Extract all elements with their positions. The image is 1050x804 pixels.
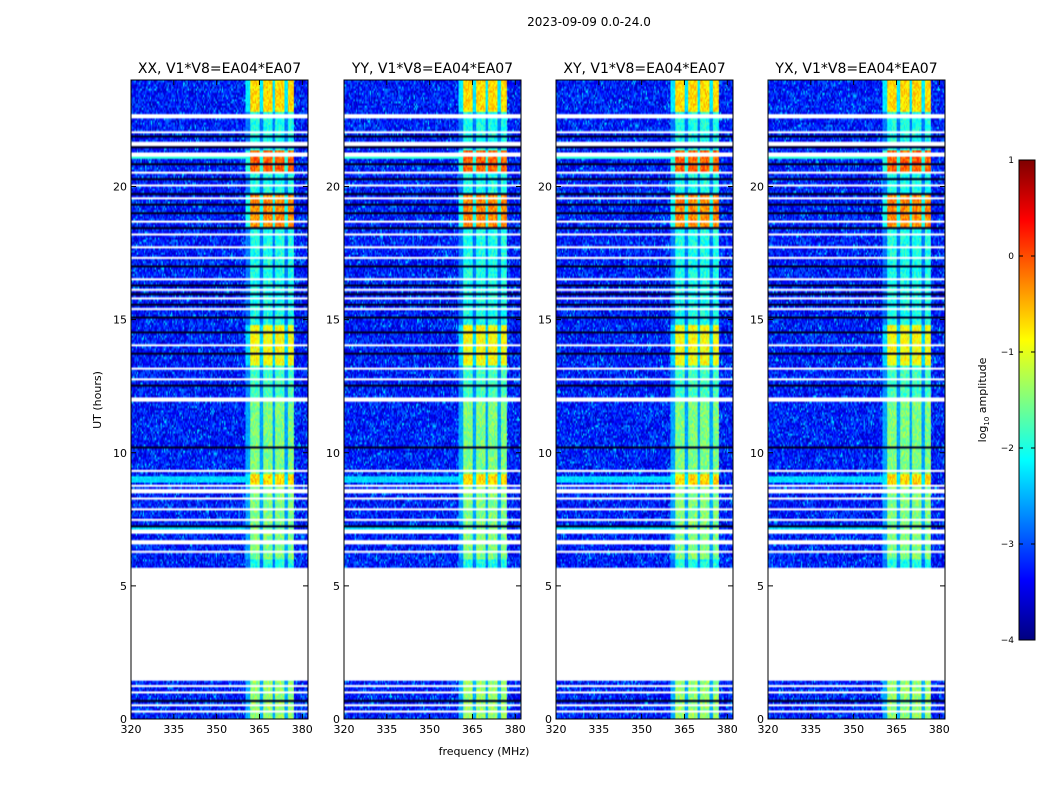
x-tick-label: 350 bbox=[631, 723, 652, 736]
plot-frame bbox=[555, 79, 734, 720]
x-tick-label: 320 bbox=[121, 723, 142, 736]
colorbar-tick-label: −3 bbox=[1001, 540, 1014, 550]
heatmap-image bbox=[768, 80, 945, 719]
x-tick-label: 380 bbox=[505, 723, 526, 736]
panel-title: XY, V1*V8=EA04*EA07 bbox=[563, 61, 725, 77]
heatmap-image bbox=[556, 80, 733, 719]
plot-frame bbox=[343, 79, 522, 720]
colorbar-label-sub: 10 bbox=[983, 417, 991, 426]
y-tick-label: 10 bbox=[538, 447, 552, 460]
x-tick-label: 350 bbox=[843, 723, 864, 736]
panel-xx: XX, V1*V8=EA04*EA07 320 335 350 365 380 0 5 10 15… bbox=[113, 61, 313, 736]
y-tick-label: 15 bbox=[538, 314, 552, 327]
colorbar-label-main: log bbox=[976, 426, 989, 443]
heatmap-image bbox=[131, 80, 308, 719]
colorbar-tick-label: −1 bbox=[1001, 348, 1014, 358]
colorbar-bar bbox=[1018, 159, 1036, 641]
x-tick-label: 380 bbox=[292, 723, 313, 736]
y-tick-label: 0 bbox=[545, 713, 552, 726]
y-tick-label: 20 bbox=[538, 181, 552, 194]
y-tick-label: 0 bbox=[120, 713, 127, 726]
x-tick-label: 365 bbox=[674, 723, 695, 736]
colorbar-tick-label: −2 bbox=[1001, 444, 1014, 454]
y-tick-label: 20 bbox=[750, 181, 764, 194]
y-tick-label: 10 bbox=[113, 447, 127, 460]
panel-title: XX, V1*V8=EA04*EA07 bbox=[138, 61, 301, 77]
y-tick-label: 5 bbox=[120, 580, 127, 593]
colorbar-tick-label: −4 bbox=[1001, 636, 1015, 646]
y-tick-label: 0 bbox=[757, 713, 764, 726]
y-tick-label: 15 bbox=[750, 314, 764, 327]
y-tick-label: 20 bbox=[326, 181, 340, 194]
y-tick-label: 15 bbox=[113, 314, 127, 327]
colorbar-label-tail: amplitude bbox=[976, 357, 989, 416]
x-tick-label: 335 bbox=[800, 723, 821, 736]
plot-frame bbox=[767, 79, 946, 720]
y-tick-label: 5 bbox=[545, 580, 552, 593]
x-tick-label: 335 bbox=[376, 723, 397, 736]
x-tick-label: 380 bbox=[717, 723, 738, 736]
x-tick-label: 380 bbox=[929, 723, 950, 736]
colorbar: −4 −3 −2 −1 0 1 log10 amplitude bbox=[976, 156, 1036, 646]
x-tick-label: 335 bbox=[588, 723, 609, 736]
y-tick-label: 10 bbox=[750, 447, 764, 460]
x-tick-label: 350 bbox=[419, 723, 440, 736]
x-tick-label: 320 bbox=[758, 723, 779, 736]
y-tick-label: 15 bbox=[326, 314, 340, 327]
colorbar-tick-label: 1 bbox=[1008, 156, 1014, 166]
x-tick-label: 320 bbox=[334, 723, 355, 736]
y-tick-label: 5 bbox=[333, 580, 340, 593]
colorbar-label: log10 amplitude bbox=[976, 357, 991, 442]
x-axis-label: frequency (MHz) bbox=[439, 745, 530, 758]
x-tick-label: 350 bbox=[206, 723, 227, 736]
y-tick-label: 20 bbox=[113, 181, 127, 194]
heatmap-image bbox=[344, 80, 521, 719]
panel-title: YY, V1*V8=EA04*EA07 bbox=[351, 61, 513, 77]
y-tick-label: 10 bbox=[326, 447, 340, 460]
figure-title: 2023-09-09 0.0-24.0 bbox=[527, 15, 651, 29]
y-tick-label: 5 bbox=[757, 580, 764, 593]
x-tick-label: 320 bbox=[546, 723, 567, 736]
x-tick-label: 335 bbox=[163, 723, 184, 736]
panel-yy: YY, V1*V8=EA04*EA07 320 335 350 365 380 0 5 10 15… bbox=[326, 61, 526, 736]
panel-title: YX, V1*V8=EA04*EA07 bbox=[774, 61, 937, 77]
panels: XX, V1*V8=EA04*EA07 320 335 350 365 380 0 5 10 15… bbox=[113, 61, 950, 736]
y-axis-label: UT (hours) bbox=[91, 371, 104, 429]
panel-yx: YX, V1*V8=EA04*EA07 320 335 350 365 380 0 5 10 15… bbox=[750, 61, 950, 736]
y-tick-label: 0 bbox=[333, 713, 340, 726]
plot-frame bbox=[130, 79, 309, 720]
x-tick-label: 365 bbox=[462, 723, 483, 736]
x-tick-label: 365 bbox=[249, 723, 270, 736]
panel-xy: XY, V1*V8=EA04*EA07 320 335 350 365 380 0 5 10 15… bbox=[538, 61, 738, 736]
colorbar-tick-label: 0 bbox=[1008, 252, 1014, 262]
x-tick-label: 365 bbox=[886, 723, 907, 736]
